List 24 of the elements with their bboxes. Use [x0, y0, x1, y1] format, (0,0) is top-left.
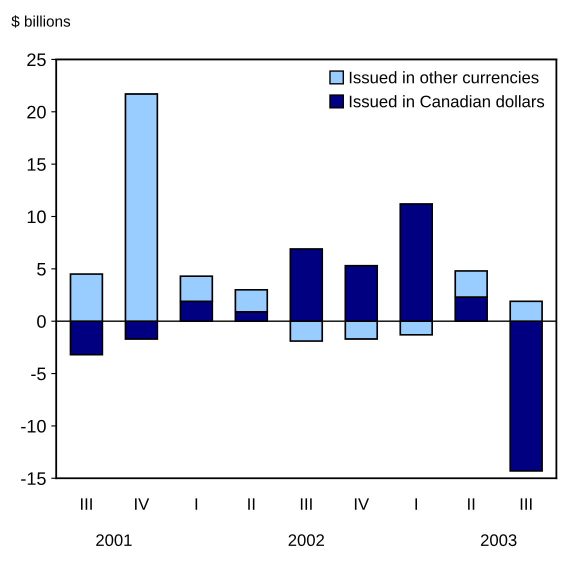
x-tick-label: II [248, 498, 254, 510]
text: 2003 [480, 534, 516, 546]
x-tick-label: IV [354, 498, 370, 510]
y-tick-label: -10 [21, 420, 46, 433]
y-axis-title: $ billions [11, 15, 70, 28]
y-tick-label: -5 [31, 368, 46, 380]
legend-label: Issued in Canadian dollars [350, 95, 544, 108]
text: 2002 [288, 534, 324, 546]
x-tick-label: III [81, 498, 92, 510]
x-tick-label: III [520, 498, 532, 510]
text: 2001 [96, 534, 132, 546]
y-tick-label: 10 [28, 210, 46, 224]
x-tick-label: III [300, 498, 312, 510]
y-tick-label: 25 [27, 53, 46, 66]
legend-label: Issued in other currencies [350, 71, 539, 84]
x-tick-label: IV [135, 498, 150, 510]
y-tick-label: 5 [37, 262, 46, 276]
x-tick-label: I [415, 498, 417, 510]
y-tick-label: 20 [27, 106, 46, 119]
y-tick-label: 15 [28, 158, 46, 171]
y-tick-label: 0 [37, 315, 46, 328]
x-tick-label: II [468, 498, 474, 510]
y-tick-label: -15 [21, 472, 46, 485]
x-tick-label: I [196, 498, 198, 510]
